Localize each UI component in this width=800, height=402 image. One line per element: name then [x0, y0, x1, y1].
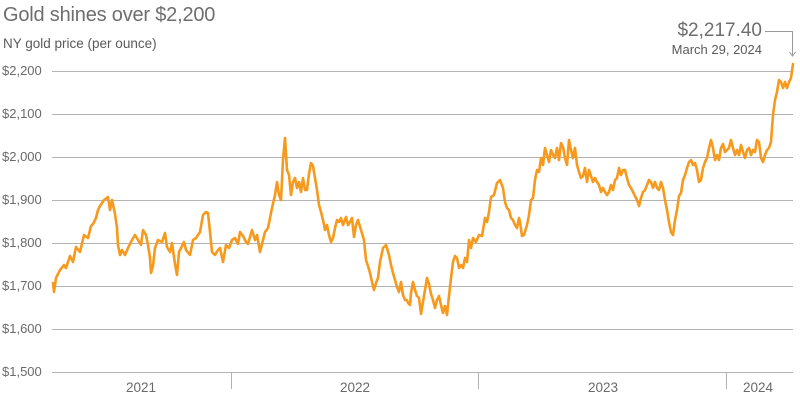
y-tick-label: $1,600	[2, 321, 42, 336]
y-tick-label: $2,100	[2, 106, 42, 121]
x-tick-label: 2024	[742, 380, 774, 395]
year-separators	[231, 372, 727, 389]
chart-title: Gold shines over $2,200	[3, 4, 216, 26]
x-tick-label: 2022	[339, 380, 371, 395]
x-tick-label: 2023	[587, 380, 619, 395]
y-tick-label: $2,200	[2, 63, 42, 78]
y-tick-label: $1,800	[2, 235, 42, 250]
y-tick-label: $1,700	[2, 278, 42, 293]
x-tick-label: 2021	[125, 380, 157, 395]
callout-date: March 29, 2024	[671, 42, 762, 57]
y-tick-label: $1,500	[2, 364, 42, 379]
chart-subtitle: NY gold price (per ounce)	[3, 36, 157, 51]
y-tick-label: $1,900	[2, 192, 42, 207]
gridlines	[52, 71, 793, 373]
y-tick-label: $2,000	[2, 149, 42, 164]
gold-price-line	[51, 62, 795, 317]
callout-value: $2,217.40	[677, 20, 762, 41]
callout-leader	[765, 31, 796, 57]
